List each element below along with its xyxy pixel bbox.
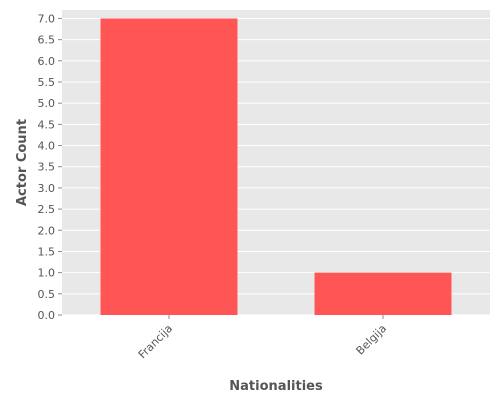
y-tick-label: 0.5 (38, 288, 56, 301)
y-tick-label: 1.5 (38, 245, 56, 258)
y-tick-label: 2.0 (38, 224, 56, 237)
y-tick-label: 7.0 (38, 12, 56, 25)
y-tick-label: 0.0 (38, 309, 56, 322)
y-axis-ticks: 0.0 0.5 1.0 1.5 2.0 2.5 3.0 3.5 4.0 4.5 5.0 5.5 6.0 6… (38, 12, 62, 322)
x-axis-title: Nationalities (229, 379, 323, 394)
bar-francija (100, 18, 238, 315)
y-tick-label: 5.0 (38, 97, 56, 110)
y-tick-label: 4.0 (38, 140, 56, 153)
y-tick-label: 3.0 (38, 182, 56, 195)
bars (100, 18, 452, 315)
y-axis-title: Actor Count (15, 119, 30, 206)
x-tick-label: Francija (136, 322, 175, 361)
bar-belgija (314, 272, 452, 315)
x-axis-ticks: Francija Belgija (136, 315, 389, 361)
y-tick-label: 6.0 (38, 55, 56, 68)
y-tick-label: 4.5 (38, 118, 56, 131)
y-tick-label: 1.0 (38, 267, 56, 280)
x-tick-label: Belgija (354, 322, 390, 358)
y-tick-label: 5.5 (38, 76, 56, 89)
y-tick-label: 3.5 (38, 161, 56, 174)
y-tick-label: 2.5 (38, 203, 56, 216)
y-tick-label: 6.5 (38, 34, 56, 47)
